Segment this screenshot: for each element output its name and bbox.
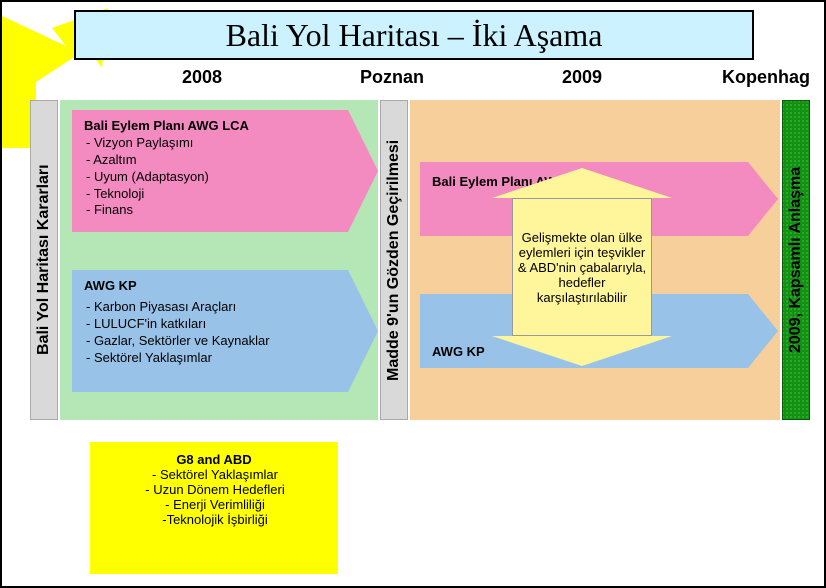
title-text: Bali Yol Haritası – İki Aşama xyxy=(226,17,603,54)
list-item: - Teknoloji xyxy=(86,186,336,203)
right-vertical-bar: 2009, Kapsamlı Anlaşma xyxy=(782,100,810,420)
phase1-pink-arrow: Bali Eylem Planı AWG LCA - Vizyon Paylaş… xyxy=(72,110,348,232)
phase1-pink-title: Bali Eylem Planı AWG LCA xyxy=(84,118,336,135)
label-2008: 2008 xyxy=(182,67,222,88)
list-item: - Karbon Piyasası Araçları xyxy=(86,299,336,316)
left-vertical-bar: Bali Yol Haritası Kararları xyxy=(30,100,58,420)
title-box: Bali Yol Haritası – İki Aşama xyxy=(74,10,754,60)
arrow-down-icon xyxy=(492,336,672,366)
list-item: - Enerji Verimliliği xyxy=(100,497,330,512)
double-vertical-arrow: Gelişmekte olan ülke eylemleri için teşv… xyxy=(492,172,672,362)
list-item: - Vizyon Paylaşımı xyxy=(86,135,336,152)
list-item: - Finans xyxy=(86,202,336,219)
double-arrow-body: Gelişmekte olan ülke eylemleri için teşv… xyxy=(512,198,652,336)
list-item: - Sektörel Yaklaşımlar xyxy=(86,350,336,367)
timeline-labels: 2008 Poznan 2009 Kopenhag xyxy=(2,67,826,95)
phase1-blue-title: AWG KP xyxy=(84,278,336,295)
list-item: - Azaltım xyxy=(86,152,336,169)
page-canvas: Bali Yol Haritası – İki Aşama 2008 Pozna… xyxy=(0,0,826,588)
phase1-blue-arrow: AWG KP - Karbon Piyasası Araçları - LULU… xyxy=(72,270,348,392)
mid-bar-text: Madde 9'un Gözden Geçirilmesi xyxy=(385,139,403,380)
label-kopenhag: Kopenhag xyxy=(722,67,810,88)
label-2009: 2009 xyxy=(562,67,602,88)
list-item: - Sektörel Yaklaşımlar xyxy=(100,467,330,482)
left-bar-text: Bali Yol Haritası Kararları xyxy=(35,165,53,356)
label-poznan: Poznan xyxy=(360,67,424,88)
list-item: - Gazlar, Sektörler ve Kaynaklar xyxy=(86,333,336,350)
arrow-up-icon xyxy=(492,168,672,198)
list-item: - Uzun Dönem Hedefleri xyxy=(100,482,330,497)
list-item: - LULUCF'in katkıları xyxy=(86,316,336,333)
list-item: - Uyum (Adaptasyon) xyxy=(86,169,336,186)
list-item: -Teknolojik İşbirliği xyxy=(100,512,330,527)
g8-yellow-box: G8 and ABD - Sektörel Yaklaşımlar - Uzun… xyxy=(90,442,338,574)
right-bar-text: 2009, Kapsamlı Anlaşma xyxy=(787,167,805,353)
phase1-blue-list: - Karbon Piyasası Araçları - LULUCF'in k… xyxy=(84,299,336,367)
double-arrow-text: Gelişmekte olan ülke eylemleri için teşv… xyxy=(517,230,647,305)
g8-title: G8 and ABD xyxy=(98,452,330,467)
phase1-pink-list: - Vizyon Paylaşımı - Azaltım - Uyum (Ada… xyxy=(84,135,336,219)
g8-list: - Sektörel Yaklaşımlar - Uzun Dönem Hede… xyxy=(98,467,330,527)
middle-vertical-bar: Madde 9'un Gözden Geçirilmesi xyxy=(380,100,408,420)
